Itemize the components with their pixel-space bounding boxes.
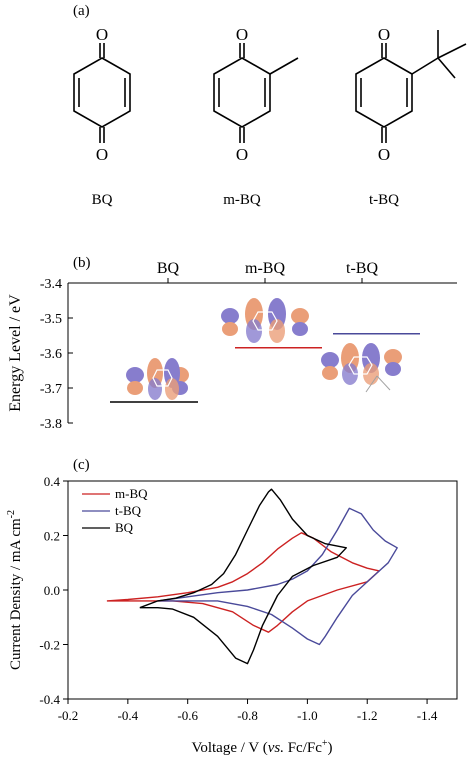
molecule-tbq — [355, 30, 467, 143]
mbq-bottom-o: O — [236, 145, 248, 164]
cv-x-tick-label: -1.0 — [297, 708, 318, 723]
molecule-label-bq: BQ — [92, 192, 113, 208]
molecule-label-mbq: m-BQ — [223, 192, 261, 208]
cv-xlabel-italic: vs. — [268, 740, 284, 756]
cv-x-tick-label: -1.2 — [357, 708, 378, 723]
panel-label-b: (b) — [73, 255, 91, 271]
orbital-bq — [126, 358, 189, 400]
bq-bottom-o: O — [96, 145, 108, 164]
molecule-mbq — [213, 43, 299, 143]
cv-x-tick-label: -0.4 — [118, 708, 139, 723]
cv-curves — [106, 488, 398, 665]
cv-legend: m-BQ t-BQ BQ — [82, 486, 148, 535]
orbital-tbq — [321, 343, 402, 393]
cv-y-tick-label: 0.2 — [44, 529, 60, 544]
cv-y-tick-label: -0.4 — [39, 692, 60, 707]
energy-y-tick-label: -3.7 — [40, 382, 62, 397]
cv-xlabel-ref: Fc/Fc — [288, 740, 323, 756]
tbq-bottom-o: O — [378, 145, 390, 164]
molecule-bq — [73, 43, 131, 143]
energy-ylabel: Energy Level / eV — [7, 294, 24, 412]
energy-y-tick-label: -3.4 — [40, 277, 62, 292]
energy-category-label: BQ — [157, 260, 180, 277]
cv-curve-m-bq — [106, 532, 380, 633]
molecule-label-tbq: t-BQ — [369, 192, 399, 208]
cv-y-tick-label: 0.0 — [44, 583, 60, 598]
cv-curve-bq — [139, 488, 347, 665]
energy-category-label: t-BQ — [346, 260, 378, 277]
cv-ylabel-main: Current Density / mA cm — [8, 518, 24, 670]
energy-y-ticks: -3.4 -3.5 -3.6 -3.7 -3.8 — [40, 277, 73, 432]
cv-x-tick-label: -0.6 — [177, 708, 198, 723]
cv-x-tick-label: -1.4 — [417, 708, 438, 723]
legend-label-tbq: t-BQ — [115, 503, 142, 518]
cv-xlabel: Voltage / V (vs. Fc/Fc+) — [191, 738, 332, 756]
bq-top-o: O — [96, 25, 108, 44]
cv-curve-t-bq — [157, 507, 398, 646]
cv-ylabel-sup: -2 — [6, 510, 17, 518]
cv-y-tick-label: 0.4 — [44, 474, 61, 489]
cv-ylabel: Current Density / mA cm-2 — [6, 510, 24, 670]
energy-category-label: m-BQ — [245, 260, 285, 277]
panel-label-c: (c) — [73, 457, 90, 473]
cv-xlabel-close: ) — [328, 740, 333, 756]
energy-level-bars — [110, 332, 420, 403]
cv-x-tick-label: -0.2 — [58, 708, 79, 723]
cv-x-ticks: -0.2 -0.4 -0.6 -0.8 -1.0 -1.2 -1.4 — [58, 699, 438, 723]
energy-y-tick-label: -3.6 — [40, 347, 62, 362]
legend-label-bq: BQ — [115, 520, 134, 535]
cv-y-tick-label: -0.2 — [39, 638, 60, 653]
energy-category-ticks: BQ m-BQ t-BQ — [157, 260, 378, 283]
cv-xlabel-sup: + — [322, 738, 328, 749]
orbital-mbq — [221, 298, 309, 343]
mbq-top-o: O — [236, 25, 248, 44]
energy-y-tick-label: -3.8 — [40, 417, 62, 432]
cv-x-tick-label: -0.8 — [237, 708, 258, 723]
cv-xlabel-main: Voltage / V ( — [191, 740, 267, 756]
cv-y-ticks: -0.4 -0.2 0.0 0.2 0.4 — [39, 474, 68, 707]
tbq-top-o: O — [378, 25, 390, 44]
energy-y-tick-label: -3.5 — [40, 312, 62, 327]
panel-label-a: (a) — [73, 3, 90, 19]
legend-label-mbq: m-BQ — [115, 486, 148, 501]
